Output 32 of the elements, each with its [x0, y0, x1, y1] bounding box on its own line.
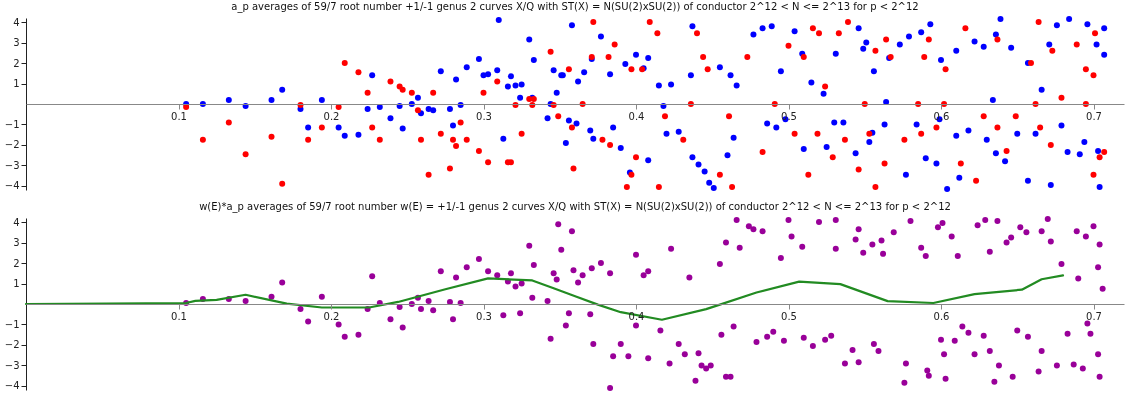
- y-tick-label: −1: [4, 318, 20, 330]
- chart-title: w(E)*a_p averages of 59/7 root number w(E) = +1/-1 genus 2 curves X/Q with ST(X) = N(SU(2)xSU(2)) of conductor 2^12 < N <= 2^13 for p < 2^12: [199, 201, 951, 214]
- y-tick-label: 4: [13, 16, 20, 28]
- y-tick-label: 2: [13, 257, 20, 269]
- y-tick-label: −3: [4, 359, 20, 371]
- y-tick-label: 1: [13, 278, 20, 290]
- x-tick-label: 0.2: [323, 310, 340, 322]
- y-tick-label: −2: [4, 339, 20, 351]
- x-tick-label: 0.5: [781, 110, 797, 122]
- x-tick-label: 0.5: [781, 310, 797, 322]
- x-tick-label: 0.3: [476, 310, 492, 322]
- y-tick-label: −4: [4, 380, 20, 392]
- x-tick-label: 0.1: [171, 110, 187, 122]
- x-tick-label: 0.1: [171, 310, 187, 322]
- x-tick-label: 0.6: [933, 310, 950, 322]
- y-tick-label: −3: [4, 159, 20, 171]
- x-tick-label: 0.6: [933, 110, 950, 122]
- chart-title: a_p averages of 59/7 root number +1/-1 genus 2 curves X/Q with ST(X) = N(SU(2)xSU(2)) of conductor 2^12 < N <= 2^13 for p < 2^12: [231, 1, 919, 14]
- x-tick-label: 0.7: [1086, 110, 1102, 122]
- y-tick-label: 1: [13, 78, 20, 90]
- y-tick-label: 4: [13, 216, 20, 228]
- x-tick-label: 0.3: [476, 110, 492, 122]
- x-tick-label: 0.7: [1086, 310, 1102, 322]
- y-tick-label: −1: [4, 118, 20, 130]
- x-tick-label: 0.2: [323, 110, 340, 122]
- y-tick-label: −2: [4, 139, 20, 151]
- x-tick-label: 0.4: [628, 110, 645, 122]
- y-tick-label: 3: [13, 37, 20, 49]
- y-tick-label: 2: [13, 57, 20, 69]
- y-tick-label: 3: [13, 237, 20, 249]
- line-series: [24, 274, 1065, 321]
- y-tick-label: −4: [4, 180, 20, 192]
